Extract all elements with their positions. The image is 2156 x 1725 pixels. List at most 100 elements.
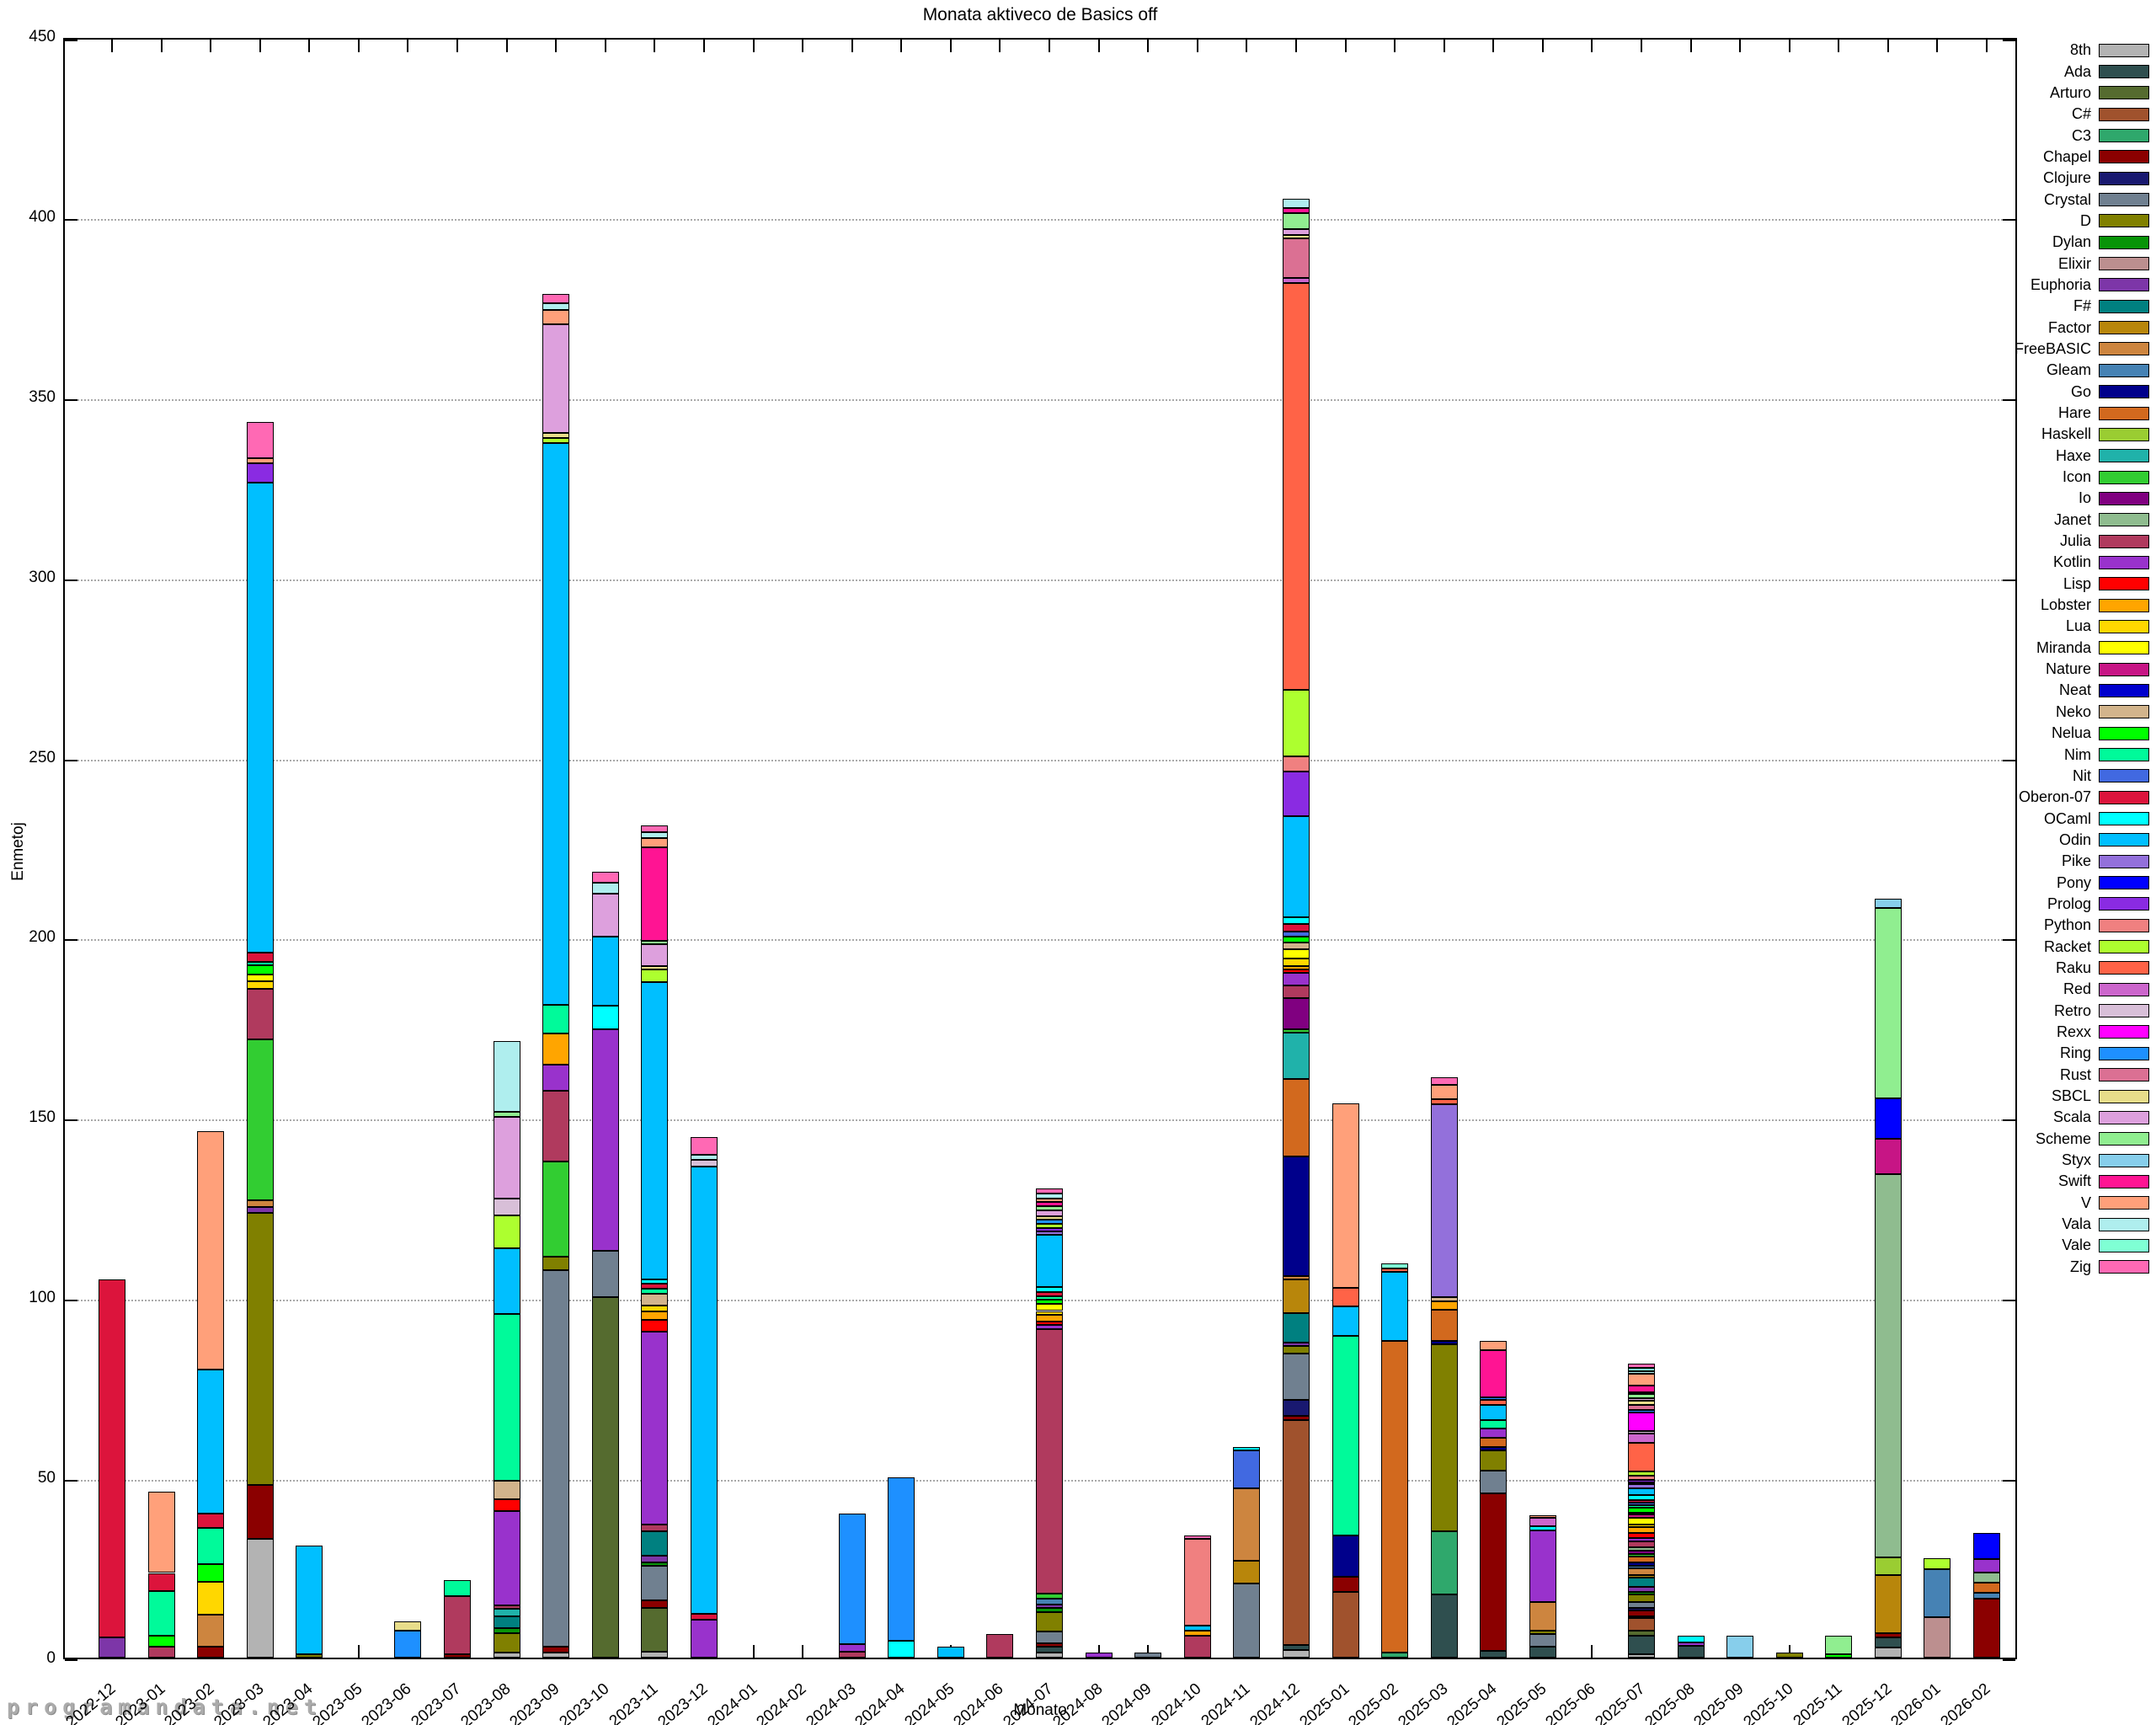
bar-segment-2025-07-D [1627, 1594, 1655, 1602]
bar-segment-2023-04-Odin [296, 1546, 323, 1654]
bar-segment-2023-08-Neko [493, 1481, 520, 1499]
legend-swatch-Neat [2099, 683, 2149, 697]
gridline-y200 [65, 939, 2015, 942]
bar-segment-2024-12-Oberon-07 [1282, 924, 1310, 932]
bar-segment-2025-03-Lobster [1430, 1300, 1458, 1311]
legend-label-C3: C3 [2071, 126, 2091, 144]
bar-segment-2024-12-Euphoria [1282, 1342, 1310, 1346]
legend-item-D: D [1905, 211, 2149, 232]
bar-segment-2024-05-Odin [937, 1647, 964, 1658]
legend-item-Vala: Vala [1905, 1214, 2149, 1235]
bar-segment-2023-10-Zig [591, 872, 619, 884]
legend-item-SBCL: SBCL [1905, 1086, 2149, 1107]
bar-segment-2023-10-Scala [591, 894, 619, 937]
legend-label-Euphoria: Euphoria [2030, 275, 2091, 293]
bar-segment-2023-11-Kotlin [641, 1332, 669, 1525]
x-tick-top [1394, 40, 1396, 52]
bar-segment-2024-12-Vala [1282, 199, 1310, 208]
bar-segment-2025-07-Red [1627, 1434, 1655, 1444]
y-tick-right [2003, 1480, 2015, 1482]
bar-segment-2024-07-Kotlin [1036, 1325, 1064, 1330]
bar-segment-2023-12-Retro [690, 1159, 718, 1167]
y-tick-label: 250 [29, 748, 56, 766]
y-tick-left [65, 40, 77, 41]
legend-label-Lobster: Lobster [2040, 596, 2091, 614]
bar-segment-2025-04-Hare [1480, 1438, 1508, 1448]
legend-label-V: V [2080, 1194, 2091, 1211]
legend-label-Ring: Ring [2059, 1044, 2091, 1062]
bar-segment-2025-03-Raku [1430, 1098, 1458, 1104]
legend-item-Python: Python [1905, 915, 2149, 936]
x-tick-bottom [1591, 1645, 1593, 1658]
bar-segment-2025-07-OCaml [1627, 1494, 1655, 1500]
legend-swatch-Oberon-07 [2099, 790, 2149, 804]
bar-segment-2024-12-Lua [1282, 959, 1310, 966]
legend-label-Haxe: Haxe [2055, 446, 2091, 464]
bar-segment-2025-07-Vale [1627, 1368, 1655, 1371]
y-tick-label: 300 [29, 568, 56, 586]
x-tick-top [1246, 40, 1248, 52]
bar-segment-2025-07-Nit [1627, 1503, 1655, 1505]
bar-segment-2023-02-Oberon-07 [197, 1513, 225, 1528]
bar-segment-2025-07-Julia [1627, 1541, 1655, 1548]
legend-item-Odin: Odin [1905, 830, 2149, 851]
bar-segment-2023-02-FreeBASIC [197, 1614, 225, 1648]
y-tick-left [65, 218, 77, 221]
bar-segment-2025-07-Gleam [1627, 1566, 1655, 1569]
bar-segment-2023-11-Scala [641, 944, 669, 966]
bar-segment-2025-02-Odin [1381, 1272, 1409, 1341]
legend-swatch-Euphoria [2099, 278, 2149, 292]
bar-segment-2023-09-Odin [542, 443, 570, 1005]
bar-segment-2025-01-Nim [1331, 1336, 1359, 1536]
bar-segment-2024-07-SBCL [1036, 1216, 1064, 1220]
legend-label-Python: Python [2043, 916, 2091, 934]
legend-swatch-Red [2099, 982, 2149, 996]
legend-label-Vale: Vale [2062, 1236, 2091, 1254]
bar-segment-2025-07-Chapel [1627, 1610, 1655, 1616]
bar-segment-2023-11-SBCL [641, 965, 669, 969]
bar-segment-2023-08-F# [493, 1616, 520, 1629]
chart-title: Monata aktiveco de Basics off [922, 5, 1158, 24]
legend-item-Prolog: Prolog [1905, 894, 2149, 915]
legend-item-F#: F# [1905, 296, 2149, 317]
bar-segment-2024-11-Factor [1233, 1560, 1261, 1584]
legend: 8th Ada Arturo C# C3 Chapel Clojure Crystal D Dyl… [1905, 40, 2149, 1278]
bar-segment-2024-12-Kotlin [1282, 973, 1310, 986]
legend-label-Janet: Janet [2053, 510, 2091, 528]
x-tick-top [555, 40, 558, 52]
bar-segment-2025-07-SBCL [1627, 1401, 1655, 1406]
bar-segment-2025-07-Nim [1627, 1504, 1655, 1508]
bar-segment-2025-07-Crystal [1627, 1601, 1655, 1609]
bar-segment-2024-08-Kotlin [1085, 1652, 1113, 1658]
bar-segment-2024-07-Chapel [1036, 1642, 1064, 1648]
legend-swatch-Zig [2099, 1260, 2149, 1274]
bar-segment-2023-08-Dylan [493, 1628, 520, 1633]
bar-segment-2025-08-Kotlin [1677, 1642, 1705, 1646]
bar-segment-2024-04-Ring [888, 1477, 915, 1642]
bar-segment-2023-08-Scala [493, 1116, 520, 1199]
bar-segment-2025-04-Go [1480, 1447, 1508, 1451]
x-tick-bottom [1097, 1645, 1100, 1658]
bar-segment-2024-07-Zig [1036, 1188, 1064, 1194]
bar-segment-2024-12-8th [1282, 1650, 1310, 1658]
legend-swatch-Pike [2099, 854, 2149, 868]
x-tick-top [1886, 40, 1889, 52]
bar-segment-2025-03-Ada [1430, 1594, 1458, 1658]
legend-swatch-Ring [2099, 1046, 2149, 1060]
legend-label-Elixir: Elixir [2058, 254, 2091, 272]
legend-swatch-Haxe [2099, 449, 2149, 463]
legend-item-Neko: Neko [1905, 702, 2149, 723]
legend-item-Rexx: Rexx [1905, 1022, 2149, 1043]
legend-item-FreeBASIC: FreeBASIC [1905, 339, 2149, 360]
bar-segment-2024-12-Ada [1282, 1645, 1310, 1651]
legend-label-Clojure: Clojure [2042, 169, 2091, 187]
y-tick-label: 100 [29, 1289, 56, 1307]
x-tick-top [1739, 40, 1742, 52]
legend-swatch-Gleam [2099, 363, 2149, 377]
bar-segment-2024-12-Red [1282, 278, 1310, 283]
bar-segment-2025-07-C# [1627, 1617, 1655, 1631]
legend-label-Factor: Factor [2047, 318, 2091, 336]
bar-segment-2025-07-Odin [1627, 1488, 1655, 1495]
bar-segment-2025-07-Go [1627, 1562, 1655, 1567]
bar-segment-2023-11-Nim [641, 1288, 669, 1294]
